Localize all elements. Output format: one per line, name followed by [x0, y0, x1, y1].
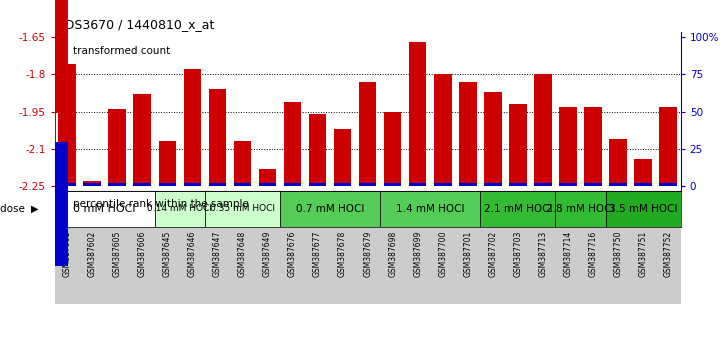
Bar	[234, 183, 251, 186]
Text: GSM387751: GSM387751	[638, 230, 648, 277]
Bar	[258, 169, 276, 186]
Bar	[280, 191, 380, 227]
Bar	[58, 183, 76, 186]
Bar	[55, 0, 68, 113]
Bar	[409, 183, 427, 186]
Text: GDS3670 / 1440810_x_at: GDS3670 / 1440810_x_at	[55, 18, 214, 31]
Bar	[309, 114, 326, 186]
Text: GSM387677: GSM387677	[313, 230, 322, 277]
Bar	[359, 183, 376, 186]
Bar	[409, 42, 427, 186]
Text: 3.5 mM HOCl: 3.5 mM HOCl	[609, 204, 677, 214]
Text: GSM387678: GSM387678	[338, 230, 347, 277]
Bar	[108, 183, 126, 186]
Text: GSM387750: GSM387750	[614, 230, 622, 277]
Bar	[559, 183, 577, 186]
Bar	[258, 183, 276, 186]
Text: dose: dose	[0, 204, 28, 214]
Bar	[58, 64, 76, 186]
Bar	[634, 159, 652, 186]
Text: GSM387714: GSM387714	[563, 230, 572, 277]
Bar	[484, 92, 502, 186]
Text: 0 mM HOCl: 0 mM HOCl	[74, 204, 136, 214]
Text: GSM387648: GSM387648	[238, 230, 247, 277]
Bar	[284, 102, 301, 186]
Text: GSM387602: GSM387602	[87, 230, 97, 277]
Bar	[133, 183, 151, 186]
Text: GSM387716: GSM387716	[588, 230, 598, 277]
Text: 0.7 mM HOCl: 0.7 mM HOCl	[296, 204, 364, 214]
Bar	[585, 183, 602, 186]
Text: ▶: ▶	[31, 204, 38, 214]
Bar	[609, 183, 627, 186]
Bar	[155, 191, 205, 227]
Text: GSM387646: GSM387646	[188, 230, 197, 277]
Bar	[509, 183, 526, 186]
Bar	[84, 181, 101, 186]
Bar	[480, 191, 555, 227]
Bar	[55, 191, 155, 227]
Text: transformed count: transformed count	[73, 46, 170, 56]
Bar	[209, 183, 226, 186]
Text: GSM387645: GSM387645	[163, 230, 172, 277]
Text: GSM387676: GSM387676	[288, 230, 297, 277]
Bar	[606, 191, 681, 227]
Text: GSM387699: GSM387699	[414, 230, 422, 277]
Bar	[484, 183, 502, 186]
Bar	[555, 191, 606, 227]
Bar	[209, 89, 226, 186]
Bar	[108, 109, 126, 186]
Bar	[183, 183, 201, 186]
Text: GSM387606: GSM387606	[138, 230, 147, 277]
Bar	[159, 183, 176, 186]
Bar	[309, 183, 326, 186]
Text: GSM387647: GSM387647	[213, 230, 222, 277]
Text: 2.8 mM HOCl: 2.8 mM HOCl	[546, 204, 614, 214]
Text: GSM387702: GSM387702	[488, 230, 497, 277]
Text: 1.4 mM HOCl: 1.4 mM HOCl	[396, 204, 464, 214]
Bar	[459, 82, 477, 186]
Bar	[534, 74, 552, 186]
Bar	[609, 139, 627, 186]
Bar	[509, 104, 526, 186]
Text: GSM387698: GSM387698	[388, 230, 397, 277]
Text: GSM387701: GSM387701	[463, 230, 472, 277]
Bar	[234, 141, 251, 186]
Bar	[660, 183, 677, 186]
Text: GSM387679: GSM387679	[363, 230, 372, 277]
Bar	[183, 69, 201, 186]
Bar	[334, 183, 352, 186]
Bar	[534, 183, 552, 186]
Bar	[334, 129, 352, 186]
Text: percentile rank within the sample: percentile rank within the sample	[73, 199, 249, 209]
Bar	[384, 183, 401, 186]
Text: GSM387713: GSM387713	[539, 230, 547, 277]
Bar	[84, 183, 101, 186]
Bar	[159, 141, 176, 186]
Bar	[205, 191, 280, 227]
Bar	[459, 183, 477, 186]
Bar	[55, 142, 68, 266]
Bar	[380, 191, 480, 227]
Bar	[384, 112, 401, 186]
Bar	[434, 183, 451, 186]
Text: GSM387601: GSM387601	[63, 230, 71, 277]
Text: 0.35 mM HOCl: 0.35 mM HOCl	[210, 204, 275, 213]
Bar	[634, 183, 652, 186]
Text: GSM387605: GSM387605	[113, 230, 122, 277]
Text: 2.1 mM HOCl: 2.1 mM HOCl	[483, 204, 552, 214]
Text: GSM387703: GSM387703	[513, 230, 523, 277]
Text: 0.14 mM HOCl: 0.14 mM HOCl	[147, 204, 213, 213]
Bar	[359, 82, 376, 186]
Bar	[284, 183, 301, 186]
Bar	[660, 107, 677, 186]
Text: GSM387700: GSM387700	[438, 230, 447, 277]
Text: GSM387649: GSM387649	[263, 230, 272, 277]
Bar	[434, 74, 451, 186]
Bar	[133, 94, 151, 186]
Text: GSM387752: GSM387752	[664, 230, 673, 277]
Bar	[585, 107, 602, 186]
Bar	[559, 107, 577, 186]
